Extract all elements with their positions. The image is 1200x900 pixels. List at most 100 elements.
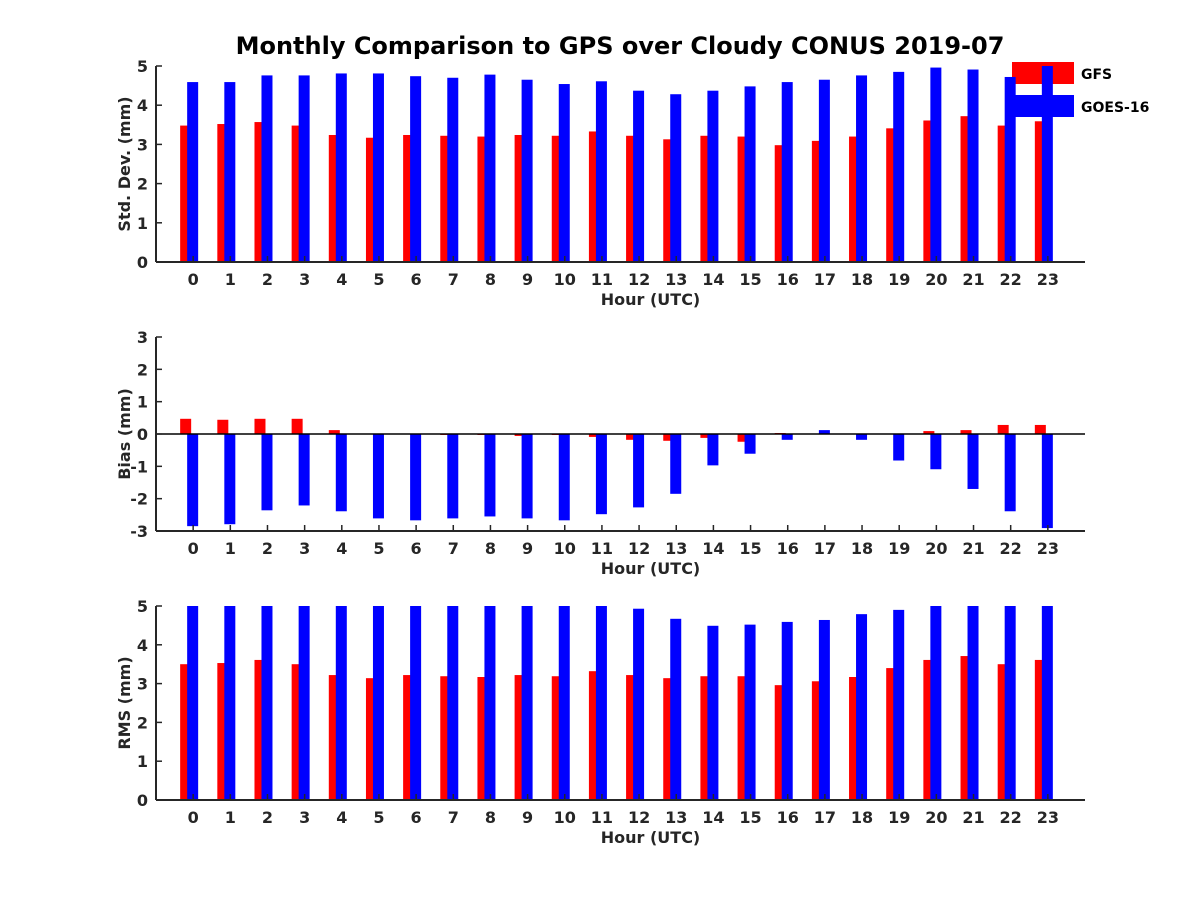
std-dev-x-tick-label: 19 [888,270,910,289]
std-dev-x-tick-label: 14 [702,270,724,289]
std-dev-bar-goes-16-14 [707,90,719,262]
bias-bar-gfs-1 [217,419,229,434]
rms-bar-goes-16-22 [1004,606,1016,800]
std-dev-bar-gfs-23 [1034,121,1046,262]
std-dev-x-tick-label: 2 [262,270,273,289]
bias-x-tick-label: 7 [448,539,459,558]
bias-y-axis-label: Bias (mm) [115,388,134,480]
std-dev-panel: 0 1 2 3 4 5 6 7 8 9 10 11 12 13 14 15 16 17 18 19 20 21 22 2301… [115,57,1085,309]
bias-bar-goes-16-21 [967,434,979,489]
rms-x-tick-label: 16 [777,808,799,827]
bias-x-axis-label: Hour (UTC) [601,559,701,578]
std-dev-bar-gfs-13 [663,139,675,262]
rms-x-tick-label: 21 [962,808,984,827]
std-dev-bar-gfs-8 [477,136,489,262]
rms-bar-gfs-7 [440,676,452,800]
rms-bar-goes-16-19 [893,609,905,800]
bias-bar-goes-16-8 [484,434,496,517]
rms-x-tick-label: 6 [411,808,422,827]
bias-x-tick-label: 11 [591,539,613,558]
bias-x-tick-label: 10 [554,539,576,558]
std-dev-bar-goes-16-12 [633,90,645,262]
std-dev-bar-gfs-17 [811,140,823,262]
std-dev-bar-goes-16-11 [595,81,607,263]
rms-bar-gfs-17 [811,681,823,800]
std-dev-bar-gfs-0 [180,125,192,262]
std-dev-y-tick-label: 0 [137,253,148,272]
legend-label-goes16: GOES-16 [1081,100,1149,116]
bias-bar-gfs-2 [254,418,266,434]
rms-bar-goes-16-20 [930,606,942,800]
rms-bar-gfs-13 [663,678,675,800]
rms-x-tick-label: 2 [262,808,273,827]
bias-bar-goes-16-13 [670,434,682,494]
std-dev-bar-gfs-15 [737,136,749,262]
rms-bar-goes-16-3 [298,606,310,800]
rms-x-tick-label: 14 [702,808,724,827]
std-dev-x-tick-label: 6 [411,270,422,289]
bias-x-tick-label: 5 [373,539,384,558]
std-dev-bar-goes-16-9 [521,79,533,262]
rms-bar-goes-16-5 [372,606,384,800]
rms-bar-goes-16-11 [595,606,607,800]
std-dev-x-tick-label: 16 [777,270,799,289]
std-dev-bar-gfs-5 [365,137,377,262]
rms-bar-gfs-4 [328,675,340,800]
bias-bar-gfs-3 [291,418,303,434]
rms-panel: 0 1 2 3 4 5 6 7 8 9 10 11 12 13 14 15 16 17 18 19 20 21 22 2301… [115,597,1085,847]
bias-x-tick-label: 1 [225,539,236,558]
rms-bar-gfs-3 [291,664,303,800]
rms-bar-goes-16-15 [744,624,756,800]
bias-bar-goes-16-4 [335,434,347,512]
rms-x-axis-label: Hour (UTC) [601,828,701,847]
rms-x-tick-label: 17 [814,808,836,827]
bias-bar-goes-16-7 [447,434,459,519]
std-dev-bar-goes-16-23 [1041,66,1053,262]
std-dev-bar-goes-16-21 [967,69,979,262]
bias-bar-gfs-12 [626,434,638,440]
rms-bar-gfs-12 [626,675,638,800]
bias-bar-gfs-14 [700,434,712,438]
std-dev-x-tick-label: 20 [925,270,947,289]
std-dev-bar-goes-16-19 [893,71,905,262]
std-dev-bar-gfs-20 [923,120,935,262]
rms-bar-gfs-20 [923,659,935,800]
bias-y-tick-label: -2 [130,490,148,509]
rms-x-tick-label: 3 [299,808,310,827]
rms-x-tick-label: 11 [591,808,613,827]
rms-bar-goes-16-12 [633,608,645,800]
rms-x-tick-label: 23 [1037,808,1059,827]
bias-x-tick-label: 0 [188,539,199,558]
bias-x-tick-label: 23 [1037,539,1059,558]
bias-y-tick-label: 0 [137,425,148,444]
bias-bar-gfs-22 [997,424,1009,434]
bias-x-tick-label: 20 [925,539,947,558]
bias-y-tick-label: 3 [137,328,148,347]
rms-x-tick-label: 10 [554,808,576,827]
figure-title: Monthly Comparison to GPS over Cloudy CO… [236,32,1005,60]
bias-bar-goes-16-11 [595,434,607,515]
std-dev-bar-gfs-11 [588,131,600,262]
std-dev-x-tick-label: 22 [1000,270,1022,289]
rms-x-tick-label: 0 [188,808,199,827]
rms-x-tick-label: 1 [225,808,236,827]
legend: GFS GOES-16 [1007,60,1167,118]
rms-bar-goes-16-23 [1041,606,1053,800]
std-dev-bar-goes-16-20 [930,67,942,263]
bias-x-tick-label: 9 [522,539,533,558]
rms-bar-gfs-8 [477,677,489,800]
bias-y-tick-label: 1 [137,393,148,412]
bias-x-tick-label: 6 [411,539,422,558]
std-dev-x-tick-label: 18 [851,270,873,289]
rms-y-tick-label: 0 [137,791,148,810]
std-dev-x-tick-label: 17 [814,270,836,289]
std-dev-x-tick-label: 3 [299,270,310,289]
bias-bar-gfs-21 [960,430,972,434]
bias-x-tick-label: 2 [262,539,273,558]
std-dev-bar-gfs-12 [626,135,638,262]
rms-x-tick-label: 12 [628,808,650,827]
bias-bar-goes-16-22 [1004,434,1016,512]
bias-bar-goes-16-14 [707,434,719,466]
bias-bar-goes-16-16 [781,434,793,440]
rms-bar-gfs-10 [551,676,563,800]
